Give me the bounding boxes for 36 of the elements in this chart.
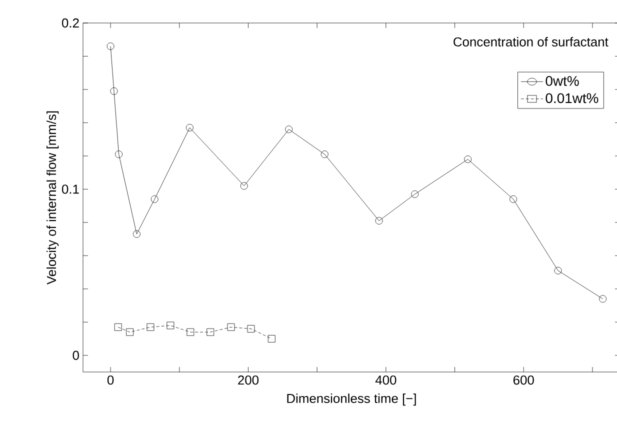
point: [106, 42, 114, 50]
point: [110, 87, 118, 95]
point: [554, 266, 562, 274]
point: [114, 323, 122, 331]
point: [247, 325, 255, 332]
point: [464, 156, 472, 163]
legend-title: Concentration of surfactant: [454, 36, 608, 46]
y-tick-label: 0: [72, 350, 79, 360]
point: [320, 150, 328, 158]
x-tick-label: 0: [107, 376, 114, 385]
y-tick-label: 0.2: [62, 18, 79, 28]
point: [186, 124, 194, 132]
legend-label: 0wt%: [546, 76, 579, 86]
y-tick-label: 0.1: [62, 184, 79, 194]
point: [126, 328, 134, 336]
point: [166, 322, 174, 330]
point: [133, 230, 140, 238]
point: [150, 195, 158, 203]
point: [240, 182, 248, 190]
point: [186, 328, 194, 336]
x-tick-label: 200: [238, 376, 259, 385]
legend-label: 0.01wt%: [546, 93, 598, 104]
point: [411, 190, 419, 198]
point: [146, 323, 154, 331]
x-tick-label: 400: [375, 376, 396, 385]
point: [599, 295, 606, 303]
point: [206, 328, 214, 336]
x-axis-title: Dimensionless time [−]: [287, 394, 416, 406]
point: [375, 217, 383, 224]
point: [510, 195, 517, 203]
point: [115, 150, 122, 158]
point: [227, 323, 235, 331]
point: [285, 126, 293, 134]
point: [268, 335, 276, 342]
y-axis-title: Velocity of internal flow [mm/s]: [46, 111, 59, 285]
x-tick-label: 600: [513, 376, 534, 385]
